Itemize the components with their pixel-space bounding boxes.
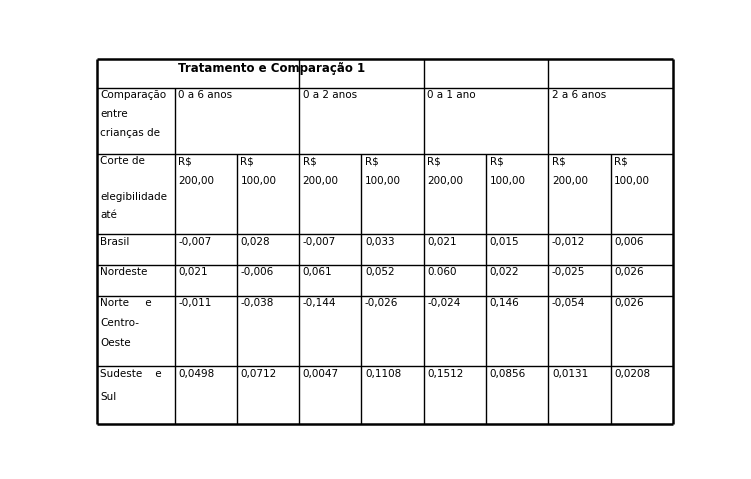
Text: -0,011: -0,011 — [178, 298, 212, 308]
Text: 200,00: 200,00 — [552, 176, 588, 186]
Text: 0,061: 0,061 — [303, 267, 332, 277]
Text: -0,026: -0,026 — [365, 298, 398, 308]
Text: 200,00: 200,00 — [178, 176, 214, 186]
Text: -0,144: -0,144 — [303, 298, 336, 308]
Text: -0,038: -0,038 — [240, 298, 274, 308]
Text: Oeste: Oeste — [101, 338, 131, 348]
Text: -0,054: -0,054 — [552, 298, 585, 308]
Text: 0,022: 0,022 — [490, 267, 519, 277]
Text: Brasil: Brasil — [101, 237, 130, 247]
Text: 0,0712: 0,0712 — [240, 368, 276, 378]
Text: 0,052: 0,052 — [365, 267, 394, 277]
Text: -0,024: -0,024 — [427, 298, 460, 308]
Text: 2 a 6 anos: 2 a 6 anos — [552, 91, 606, 101]
Text: 0,0498: 0,0498 — [178, 368, 214, 378]
Text: elegibilidade: elegibilidade — [101, 192, 167, 202]
Text: 0,021: 0,021 — [427, 237, 457, 247]
Text: 0,146: 0,146 — [490, 298, 520, 308]
Text: 0,015: 0,015 — [490, 237, 519, 247]
Text: 0,028: 0,028 — [240, 237, 270, 247]
Text: Corte de: Corte de — [101, 156, 145, 166]
Text: Sul: Sul — [101, 392, 116, 402]
Text: 0,033: 0,033 — [365, 237, 394, 247]
Text: 0,1512: 0,1512 — [427, 368, 463, 378]
Text: 0 a 2 anos: 0 a 2 anos — [303, 91, 357, 101]
Text: 200,00: 200,00 — [427, 176, 463, 186]
Text: R$: R$ — [240, 156, 254, 166]
Text: 0,026: 0,026 — [614, 298, 644, 308]
Text: 0,0856: 0,0856 — [490, 368, 526, 378]
Text: R$: R$ — [552, 156, 566, 166]
Text: 0,0131: 0,0131 — [552, 368, 588, 378]
Text: Centro-: Centro- — [101, 318, 139, 328]
Text: Comparação: Comparação — [101, 91, 167, 101]
Text: Tratamento e Comparação 1: Tratamento e Comparação 1 — [178, 61, 365, 75]
Text: Sudeste    e: Sudeste e — [101, 368, 162, 378]
Text: -0,007: -0,007 — [303, 237, 336, 247]
Text: 100,00: 100,00 — [365, 176, 401, 186]
Text: entre: entre — [101, 109, 128, 119]
Text: R$: R$ — [178, 156, 192, 166]
Text: R$: R$ — [303, 156, 316, 166]
Text: 0,0047: 0,0047 — [303, 368, 339, 378]
Text: 0,026: 0,026 — [614, 267, 644, 277]
Text: R$: R$ — [365, 156, 379, 166]
Text: 0.060: 0.060 — [427, 267, 457, 277]
Text: Norte     e: Norte e — [101, 298, 152, 308]
Text: Nordeste: Nordeste — [101, 267, 148, 277]
Text: 0 a 6 anos: 0 a 6 anos — [178, 91, 232, 101]
Text: crianças de: crianças de — [101, 128, 160, 138]
Text: R$: R$ — [490, 156, 503, 166]
Text: 100,00: 100,00 — [614, 176, 650, 186]
Text: 100,00: 100,00 — [490, 176, 526, 186]
Text: 100,00: 100,00 — [240, 176, 276, 186]
Text: -0,006: -0,006 — [240, 267, 273, 277]
Text: até: até — [101, 210, 117, 220]
Text: 0,1108: 0,1108 — [365, 368, 401, 378]
Text: R$: R$ — [614, 156, 628, 166]
Text: -0,007: -0,007 — [178, 237, 211, 247]
Text: 0,021: 0,021 — [178, 267, 208, 277]
Text: 200,00: 200,00 — [303, 176, 339, 186]
Text: -0,025: -0,025 — [552, 267, 585, 277]
Text: -0,012: -0,012 — [552, 237, 585, 247]
Text: 0 a 1 ano: 0 a 1 ano — [427, 91, 476, 101]
Text: 0,0208: 0,0208 — [614, 368, 650, 378]
Text: 0,006: 0,006 — [614, 237, 644, 247]
Text: R$: R$ — [427, 156, 441, 166]
